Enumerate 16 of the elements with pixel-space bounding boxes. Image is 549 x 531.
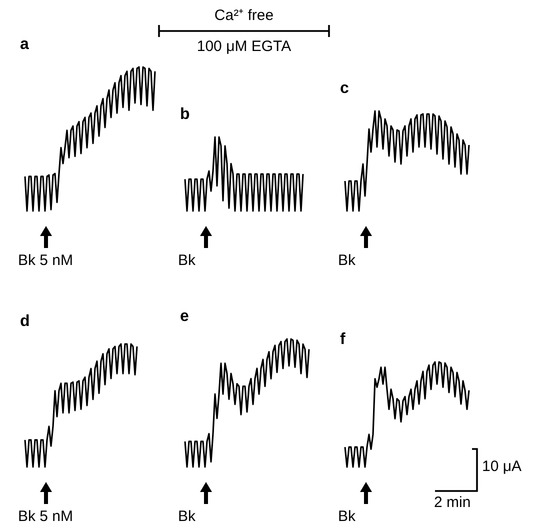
text: Bk [178, 508, 196, 525]
text: 2 min [434, 494, 471, 511]
chart-title: f [340, 331, 346, 348]
chart-title: d [20, 313, 30, 330]
text: Bk [338, 252, 356, 269]
text: Bk [178, 252, 196, 269]
chart-title: e [180, 308, 189, 326]
text: Bk [338, 508, 356, 525]
text: 10 μA [482, 458, 522, 475]
chart-title: b [180, 106, 190, 124]
chart-title: c [340, 80, 349, 98]
text: Bk 5 nM [18, 508, 74, 525]
text: Bk 5 nM [18, 252, 74, 269]
text: Ca²⁺ free [213, 6, 275, 24]
text: 100 μM EGTA [196, 38, 292, 55]
chart-title: a [20, 36, 29, 54]
